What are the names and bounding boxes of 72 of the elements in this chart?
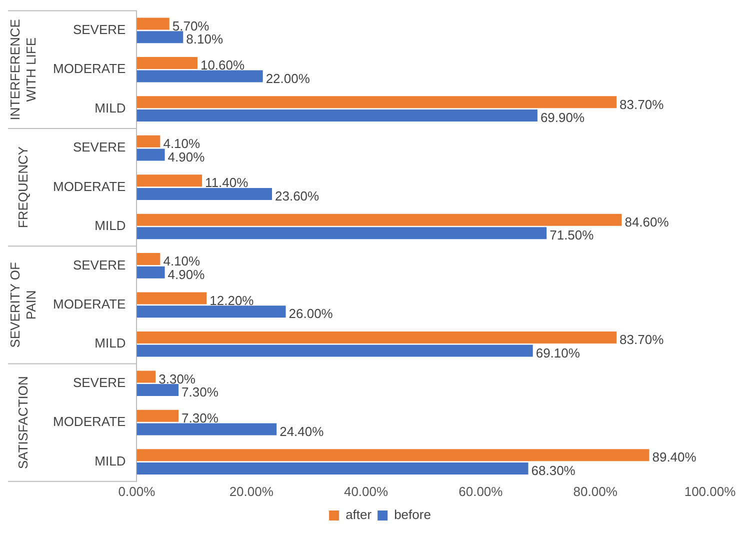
y-tick-label: MILD [94, 453, 126, 468]
data-label: 3.30% [158, 371, 196, 386]
bar [136, 423, 277, 436]
bar [136, 188, 272, 200]
x-tick-label: 60.00% [458, 484, 504, 499]
bar [136, 174, 202, 187]
bar [136, 148, 165, 161]
y-tick-label: SEVERE [72, 374, 126, 390]
y-tick-label: SEVERE [72, 140, 126, 155]
y-tick-label: MILD [94, 218, 126, 234]
data-label: 24.40% [280, 424, 324, 439]
bar [136, 266, 165, 278]
data-label: 8.10% [186, 32, 224, 47]
y-tick-label: MILD [94, 100, 126, 116]
data-label: 69.90% [540, 110, 585, 126]
data-label: 68.30% [531, 463, 576, 478]
x-tick-label: 40.00% [344, 484, 389, 499]
data-label: 83.70% [620, 96, 664, 112]
data-label: 7.30% [182, 384, 219, 400]
data-label: 12.20% [210, 292, 254, 308]
y-tick-label: MODERATE [52, 178, 126, 194]
y-tick-label: SEVERE [72, 22, 126, 37]
bar [136, 370, 156, 383]
text: FREQUENCY [16, 146, 31, 228]
data-label: 5.70% [172, 18, 210, 34]
y-tick-label: MODERATE [52, 296, 126, 312]
x-tick-label: 100.00% [684, 484, 736, 499]
data-label: 4.10% [163, 136, 201, 151]
bar [136, 462, 528, 474]
data-label: 26.00% [288, 306, 334, 322]
text: SEVERITY OF PAIN [8, 262, 39, 348]
data-label: 69.10% [536, 345, 580, 360]
data-label: 89.40% [652, 450, 697, 465]
data-label: 4.10% [163, 254, 201, 269]
bar [136, 449, 650, 462]
bar [136, 292, 207, 304]
data-label: 4.90% [168, 266, 206, 282]
data-label: 7.30% [182, 410, 219, 426]
bar [136, 96, 617, 108]
bar [136, 70, 263, 82]
data-label: 84.60% [624, 214, 670, 230]
data-label: 71.50% [550, 228, 594, 243]
legend-label: after [346, 507, 372, 522]
y-tick-label: MILD [94, 336, 126, 351]
text: INTERFERENCE WITH LIFE [8, 18, 39, 120]
bar [136, 253, 160, 266]
y-tick-label: MODERATE [52, 61, 126, 76]
bar [136, 56, 198, 69]
x-tick-label: 20.00% [229, 484, 274, 499]
bar [136, 214, 622, 226]
bar [136, 18, 170, 30]
bar [136, 331, 617, 344]
data-label: 10.60% [200, 58, 246, 73]
text: SATISFACTION [16, 376, 31, 470]
y-tick-label: SEVERE [72, 257, 126, 272]
bar [136, 110, 538, 122]
bar [136, 410, 179, 422]
data-label: 22.00% [266, 70, 310, 86]
x-tick-label: 80.00% [573, 484, 618, 499]
legend-label: before [394, 507, 431, 522]
bar [136, 227, 547, 240]
data-label: 23.60% [275, 188, 320, 204]
bar [136, 384, 179, 396]
bar [136, 135, 160, 148]
x-tick-label: 0.00% [118, 484, 156, 499]
bar [136, 31, 184, 44]
y-tick-label: MODERATE [52, 414, 126, 430]
data-label: 83.70% [620, 332, 664, 348]
bar [136, 306, 286, 318]
data-label: 11.40% [205, 175, 249, 190]
bar [136, 344, 533, 357]
data-label: 4.90% [168, 149, 206, 164]
